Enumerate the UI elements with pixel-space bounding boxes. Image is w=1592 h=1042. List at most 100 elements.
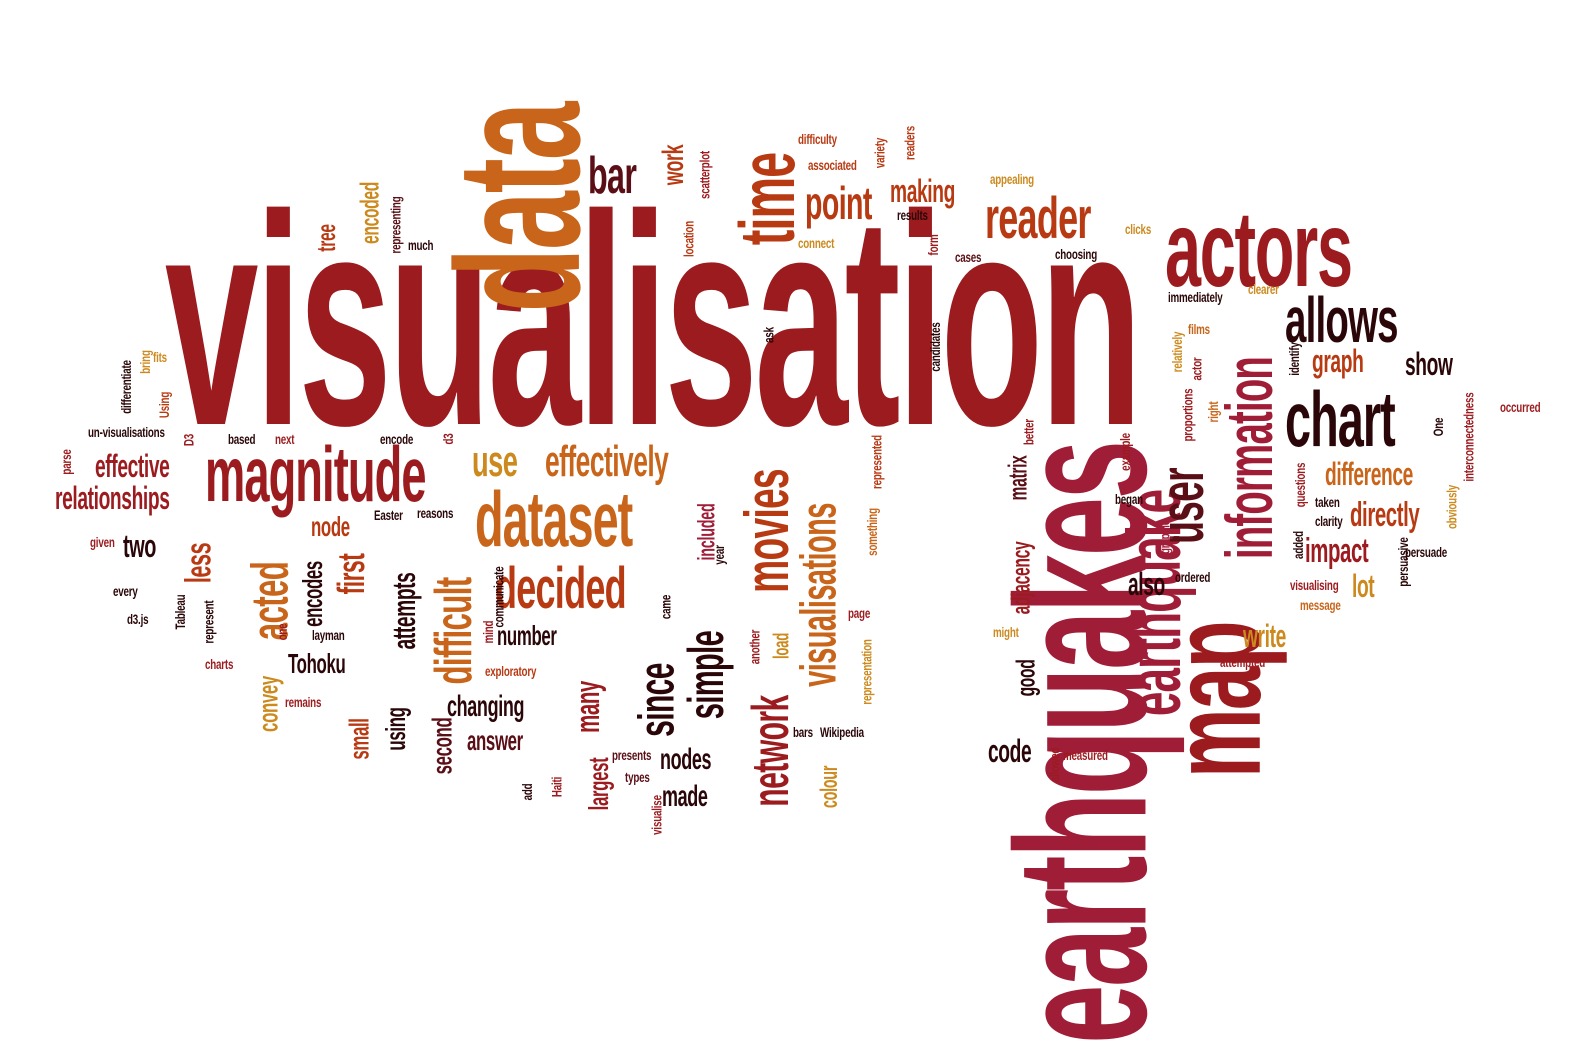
word-interconnectedness: interconnectedness: [1460, 392, 1477, 482]
word-encode: encode: [380, 431, 414, 447]
word-form: form: [925, 234, 941, 256]
word-relatively: relatively: [1168, 331, 1185, 373]
word-Easter: Easter: [374, 507, 403, 523]
word-nodes: nodes: [660, 743, 712, 776]
word-also: also: [1128, 566, 1165, 602]
word-presents: presents: [612, 747, 652, 763]
word-two: two: [123, 528, 156, 564]
word-ask: ask: [760, 327, 777, 343]
word-fits: fits: [153, 349, 167, 365]
word-largest: largest: [582, 757, 614, 811]
word-bars: bars: [793, 724, 813, 740]
word-data: data: [420, 103, 617, 313]
word-began: began: [1115, 491, 1143, 507]
word-layman: layman: [312, 627, 345, 643]
word-might: might: [993, 624, 1019, 640]
word-connect: connect: [798, 235, 835, 251]
word-actors: actors: [1165, 188, 1353, 309]
word-appealing: appealing: [990, 171, 1034, 187]
word-year: year: [710, 545, 727, 565]
word-made: made: [662, 780, 708, 813]
word-based: based: [228, 431, 256, 447]
word-attempted: attempted: [1220, 654, 1266, 670]
word-identify: identify: [1285, 342, 1302, 376]
word-represented: represented: [868, 435, 885, 489]
word-cases: cases: [955, 249, 982, 265]
word-adjacency: adjacency: [1005, 541, 1036, 615]
word-exploratory: exploratory: [485, 663, 537, 679]
word-Using: Using: [155, 391, 172, 419]
word-better: better: [1020, 418, 1037, 446]
word-directly: directly: [1350, 496, 1420, 534]
word-persuasive: persuasive: [1395, 537, 1412, 587]
word-much: much: [408, 237, 434, 253]
word-reasons: reasons: [417, 505, 454, 521]
word-choosing: choosing: [1055, 246, 1097, 262]
word-added: added: [1289, 531, 1306, 559]
word-given: given: [90, 534, 115, 550]
word-number: number: [497, 620, 557, 651]
word-differentiate: differentiate: [118, 360, 135, 414]
word-point: point: [805, 177, 872, 229]
word-dataset: dataset: [475, 475, 633, 563]
word-node: node: [311, 511, 350, 542]
word-films: films: [1188, 321, 1210, 337]
word-variety: variety: [871, 137, 888, 169]
word-second: second: [426, 717, 458, 775]
word-using: using: [379, 707, 411, 751]
word-Tableau: Tableau: [171, 594, 188, 630]
word-answer: answer: [467, 725, 523, 756]
word-graph: graph: [1312, 343, 1364, 379]
word-communicate: communicate: [490, 566, 507, 628]
word-lot: lot: [1352, 568, 1375, 604]
word-d3: d3: [439, 433, 456, 445]
word-example: example: [1117, 433, 1134, 471]
word-readers: readers: [901, 125, 918, 161]
word-graphic: graphic: [1156, 519, 1173, 555]
word-difficult: difficult: [425, 577, 484, 685]
word-came: came: [657, 594, 674, 620]
word-Wikipedia: Wikipedia: [820, 724, 864, 740]
word-attempts: attempts: [386, 572, 423, 650]
word-immediately: immediately: [1168, 289, 1223, 305]
word-good: good: [1010, 659, 1041, 697]
word-less: less: [177, 542, 219, 584]
word-first: first: [331, 553, 373, 595]
word-relationships: relationships: [55, 480, 170, 516]
word-represent: represent: [200, 600, 217, 644]
word-Tohoku: Tohoku: [288, 648, 346, 679]
word-changing: changing: [447, 690, 525, 723]
word-chart: chart: [1285, 375, 1396, 463]
word-Haiti: Haiti: [548, 776, 565, 798]
word-since: since: [628, 663, 685, 737]
word-clicks: clicks: [1125, 221, 1152, 237]
word-questions: questions: [1291, 462, 1308, 508]
word-decided: decided: [495, 556, 627, 621]
word-visualising: visualising: [1290, 577, 1339, 593]
word-representation: representation: [858, 639, 875, 705]
word-bring: bring: [136, 350, 153, 374]
word-information: information: [1212, 356, 1287, 560]
word-remains: remains: [285, 694, 322, 710]
word-actor: actor: [1188, 357, 1205, 381]
word-difficulty: difficulty: [798, 131, 837, 147]
word-difference: difference: [1325, 456, 1413, 492]
word-one: one: [274, 623, 291, 641]
word-One: One: [1430, 417, 1447, 437]
word-d3.js: d3.js: [127, 611, 149, 627]
word-next: next: [275, 431, 295, 447]
word-message: message: [1300, 597, 1341, 613]
word-something: something: [864, 508, 881, 556]
word-candidates: candidates: [927, 322, 944, 372]
word-occurred: occurred: [1500, 399, 1541, 415]
word-code: code: [988, 733, 1032, 769]
word-tree: tree: [310, 224, 341, 252]
word-representing: representing: [387, 196, 404, 254]
word-matrix: matrix: [1002, 455, 1033, 501]
word-visualisation: visualisation: [165, 152, 1142, 488]
word-show: show: [1405, 346, 1453, 382]
word-clearer: clearer: [1248, 281, 1279, 297]
word-simple: simple: [678, 630, 735, 720]
word-every: every: [113, 583, 138, 599]
